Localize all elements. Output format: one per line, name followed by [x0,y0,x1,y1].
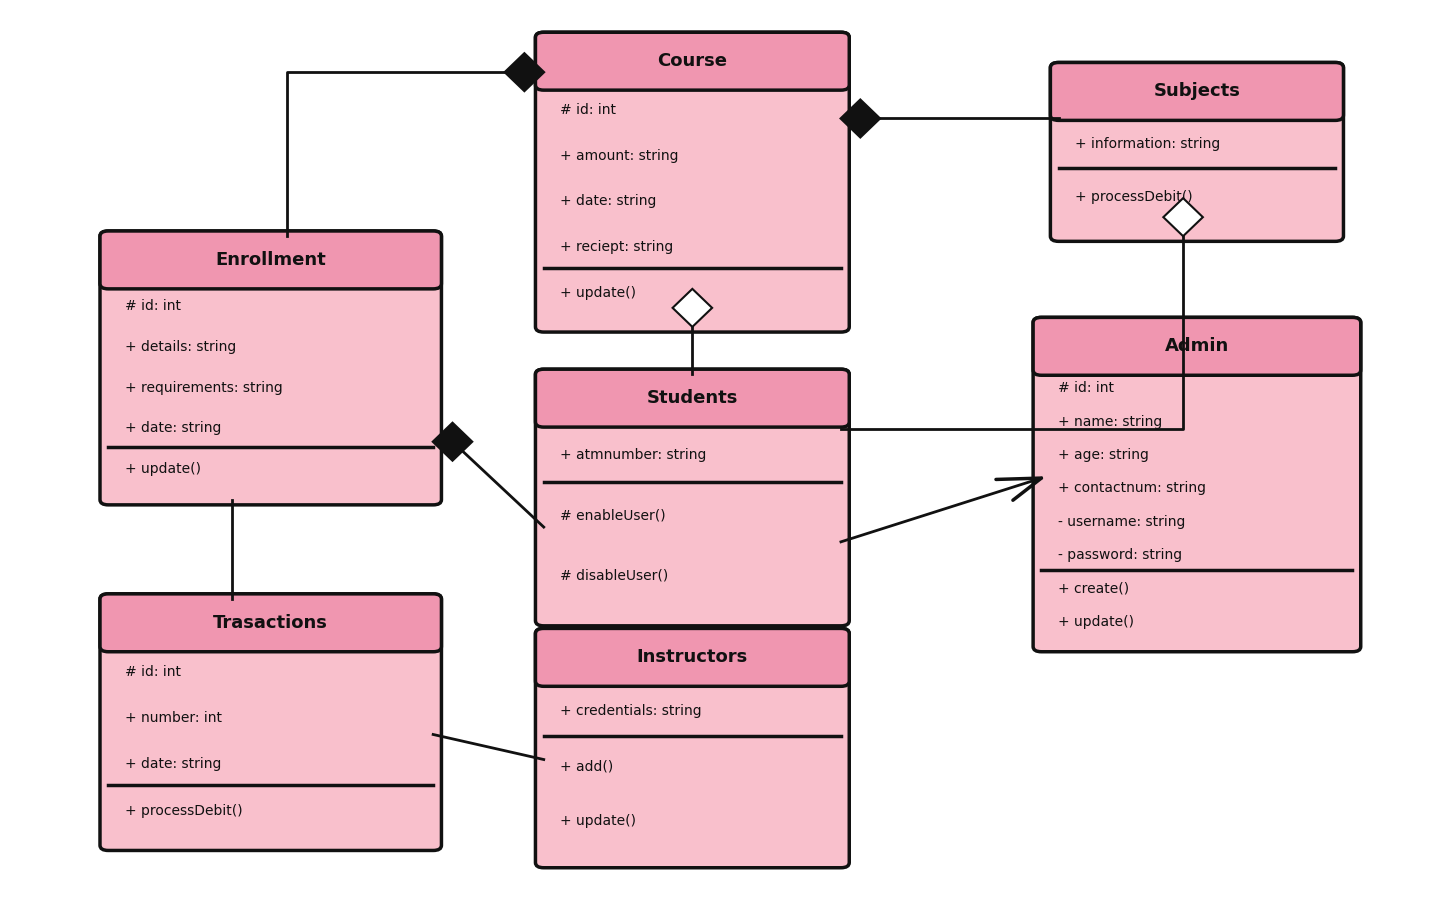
Bar [1058,92,1335,115]
FancyBboxPatch shape [1050,62,1344,241]
Text: + update(): + update() [1058,615,1133,628]
Bar [544,61,841,85]
FancyBboxPatch shape [99,594,442,850]
Text: + processDebit(): + processDebit() [125,804,242,817]
Polygon shape [841,100,880,138]
Text: # disableUser(): # disableUser() [560,569,668,582]
Polygon shape [504,53,544,91]
Text: # id: int: # id: int [125,665,181,679]
Bar [108,260,433,284]
Text: + requirements: string: + requirements: string [125,381,282,394]
Polygon shape [1164,198,1202,236]
Text: + update(): + update() [560,814,636,828]
FancyBboxPatch shape [1032,318,1361,375]
Text: + atmnumber: string: + atmnumber: string [560,448,707,462]
FancyBboxPatch shape [99,231,442,289]
Text: Students: Students [647,389,739,407]
Text: + add(): + add() [560,760,613,773]
Bar [544,657,841,681]
Text: Admin: Admin [1165,338,1230,356]
Text: Instructors: Instructors [636,648,747,666]
Text: + amount: string: + amount: string [560,148,678,163]
FancyBboxPatch shape [536,369,850,428]
Text: + update(): + update() [125,462,200,476]
Text: + name: string: + name: string [1058,415,1162,428]
Text: + number: int: + number: int [125,711,222,725]
Text: + contactnum: string: + contactnum: string [1058,482,1205,495]
Text: + age: string: + age: string [1058,448,1149,462]
Text: + information: string: + information: string [1076,137,1221,151]
Text: Subjects: Subjects [1153,83,1240,101]
Text: Enrollment: Enrollment [216,251,325,269]
Text: + update(): + update() [560,285,636,300]
Text: + date: string: + date: string [125,421,222,436]
Polygon shape [672,289,713,327]
FancyBboxPatch shape [1032,318,1361,652]
FancyBboxPatch shape [536,628,850,868]
Text: Trasactions: Trasactions [213,614,328,632]
Text: # id: int: # id: int [560,104,616,117]
Bar [1041,346,1352,370]
Text: - password: string: - password: string [1058,548,1182,562]
Text: + details: string: + details: string [125,340,236,354]
Text: + date: string: + date: string [125,758,222,771]
FancyBboxPatch shape [536,628,850,687]
Text: + reciept: string: + reciept: string [560,240,674,254]
Text: # id: int: # id: int [125,299,181,313]
Polygon shape [433,423,472,461]
FancyBboxPatch shape [536,32,850,90]
FancyBboxPatch shape [536,32,850,332]
Text: + processDebit(): + processDebit() [1076,190,1192,203]
Text: + credentials: string: + credentials: string [560,705,701,718]
Bar [544,398,841,422]
Bar [108,623,433,646]
Text: # enableUser(): # enableUser() [560,508,665,522]
Text: + date: string: + date: string [560,194,657,209]
FancyBboxPatch shape [536,369,850,626]
Text: # id: int: # id: int [1058,382,1115,395]
Text: + create(): + create() [1058,581,1129,595]
FancyBboxPatch shape [99,231,442,505]
Text: Course: Course [657,52,727,70]
FancyBboxPatch shape [1050,62,1344,121]
Text: - username: string: - username: string [1058,515,1185,528]
FancyBboxPatch shape [99,594,442,652]
